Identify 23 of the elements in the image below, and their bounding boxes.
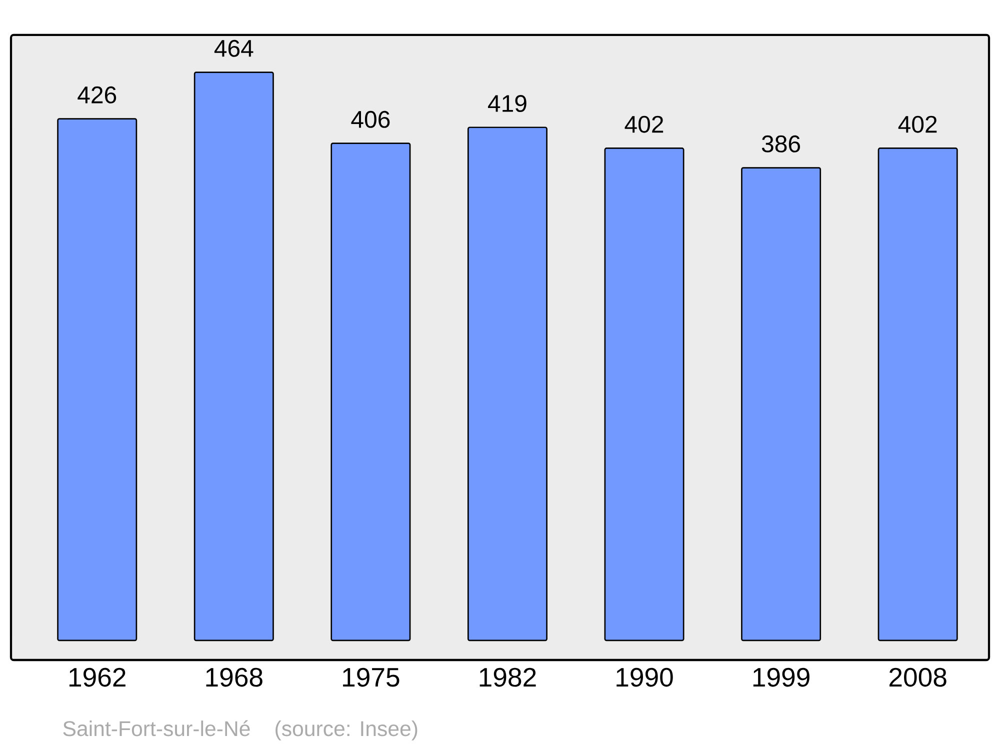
bar: [878, 148, 958, 642]
bar: [604, 148, 684, 642]
data-label: 464: [214, 40, 254, 57]
x-tick-label: 1968: [206, 668, 262, 687]
x-tick-label: 1962: [69, 668, 126, 687]
bar: [467, 126, 548, 642]
data-label: 406: [351, 110, 390, 128]
bar: [194, 72, 274, 642]
bar: [741, 167, 822, 642]
x-tick-label: 1982: [480, 668, 536, 687]
bar: [57, 118, 138, 642]
data-label: 402: [624, 116, 664, 133]
x-tick-label: 1999: [753, 668, 810, 687]
bar: [330, 142, 411, 642]
data-label: 419: [488, 95, 526, 112]
x-tick-label: 1990: [616, 668, 673, 687]
data-label: 402: [898, 116, 937, 133]
x-tick-label: 2008: [890, 668, 946, 687]
x-tick-label: 1975: [343, 668, 400, 687]
text: Saint-Fort-sur-le-Né: [63, 720, 250, 736]
data-label: 426: [78, 86, 116, 104]
text: (source: Insee): [276, 720, 418, 740]
data-label: 386: [762, 135, 800, 152]
